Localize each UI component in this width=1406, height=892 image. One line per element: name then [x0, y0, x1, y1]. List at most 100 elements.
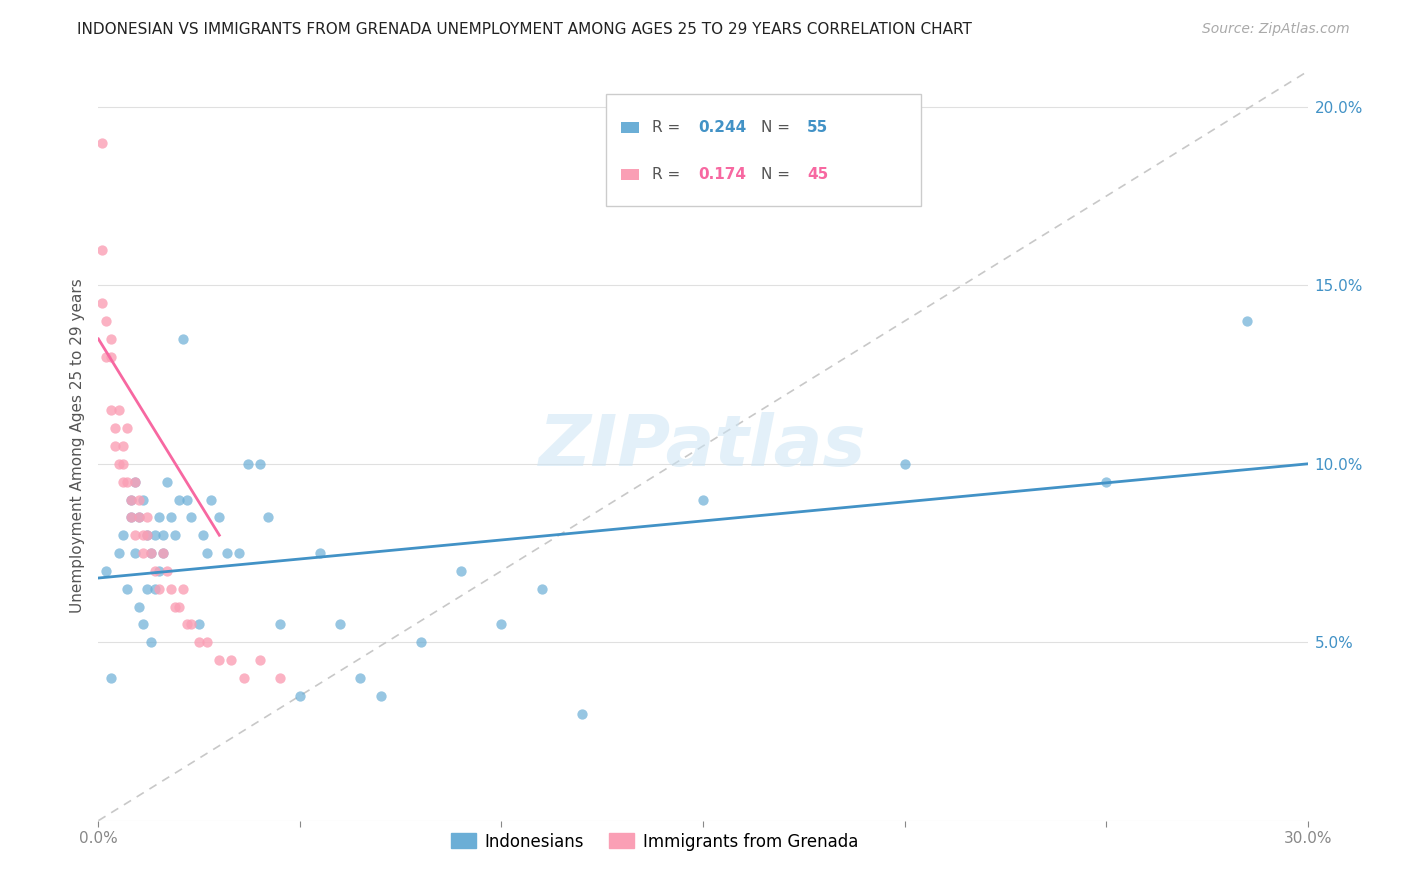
- Point: [135, 528, 157, 542]
- Text: ZIPatlas: ZIPatlas: [540, 411, 866, 481]
- Point: [128, 599, 150, 614]
- Point: [143, 564, 166, 578]
- Point: [269, 617, 291, 632]
- Text: Source: ZipAtlas.com: Source: ZipAtlas.com: [1202, 22, 1350, 37]
- Point: [115, 475, 138, 489]
- Point: [111, 475, 134, 489]
- Point: [128, 510, 150, 524]
- Point: [132, 546, 155, 560]
- Point: [160, 582, 183, 596]
- Text: 45: 45: [807, 168, 828, 182]
- Point: [111, 439, 134, 453]
- Legend: Indonesians, Immigrants from Grenada: Indonesians, Immigrants from Grenada: [444, 826, 865, 857]
- Text: R =: R =: [652, 120, 685, 135]
- Point: [530, 582, 553, 596]
- Point: [139, 546, 162, 560]
- Point: [96, 314, 118, 328]
- Point: [107, 546, 129, 560]
- Y-axis label: Unemployment Among Ages 25 to 29 years: Unemployment Among Ages 25 to 29 years: [69, 278, 84, 614]
- Point: [111, 457, 134, 471]
- Point: [120, 492, 142, 507]
- Point: [249, 457, 271, 471]
- Point: [188, 635, 211, 649]
- Point: [167, 492, 190, 507]
- Text: R =: R =: [652, 168, 685, 182]
- Point: [249, 653, 271, 667]
- Point: [232, 671, 254, 685]
- Point: [200, 492, 222, 507]
- Point: [100, 671, 122, 685]
- Point: [120, 492, 142, 507]
- Text: N =: N =: [761, 168, 794, 182]
- Point: [148, 582, 170, 596]
- Point: [208, 653, 231, 667]
- Point: [91, 136, 114, 150]
- Point: [115, 582, 138, 596]
- Point: [135, 510, 157, 524]
- Point: [208, 510, 231, 524]
- Point: [172, 582, 194, 596]
- Point: [193, 528, 215, 542]
- Point: [329, 617, 352, 632]
- Point: [409, 635, 432, 649]
- Bar: [621, 122, 638, 133]
- Point: [139, 635, 162, 649]
- Point: [124, 546, 146, 560]
- Point: [100, 403, 122, 417]
- Point: [91, 243, 114, 257]
- Point: [176, 492, 198, 507]
- Point: [491, 617, 513, 632]
- Point: [180, 510, 202, 524]
- Point: [152, 546, 174, 560]
- Point: [132, 528, 155, 542]
- Point: [269, 671, 291, 685]
- Point: [128, 510, 150, 524]
- Point: [1095, 475, 1118, 489]
- Point: [132, 492, 155, 507]
- Point: [692, 492, 714, 507]
- Point: [180, 617, 202, 632]
- Point: [96, 350, 118, 364]
- Point: [128, 492, 150, 507]
- Point: [100, 332, 122, 346]
- Point: [156, 475, 179, 489]
- Point: [96, 564, 118, 578]
- Point: [195, 635, 218, 649]
- Point: [111, 528, 134, 542]
- Point: [893, 457, 915, 471]
- Point: [167, 599, 190, 614]
- Point: [139, 546, 162, 560]
- Bar: [606, 94, 921, 206]
- Point: [163, 528, 186, 542]
- Point: [172, 332, 194, 346]
- Point: [148, 564, 170, 578]
- Point: [115, 421, 138, 435]
- Point: [1236, 314, 1258, 328]
- Point: [152, 546, 174, 560]
- Point: [135, 582, 157, 596]
- Point: [124, 475, 146, 489]
- Point: [571, 706, 593, 721]
- Point: [163, 599, 186, 614]
- Point: [221, 653, 243, 667]
- Point: [195, 546, 218, 560]
- Point: [100, 350, 122, 364]
- Point: [124, 475, 146, 489]
- Point: [309, 546, 332, 560]
- Point: [103, 439, 125, 453]
- Point: [160, 510, 183, 524]
- Point: [288, 689, 311, 703]
- Text: 0.174: 0.174: [699, 168, 747, 182]
- Point: [135, 528, 157, 542]
- Point: [217, 546, 239, 560]
- Point: [107, 403, 129, 417]
- Point: [143, 582, 166, 596]
- Point: [103, 421, 125, 435]
- Bar: [621, 169, 638, 180]
- Point: [152, 528, 174, 542]
- Point: [120, 510, 142, 524]
- Point: [148, 510, 170, 524]
- Text: INDONESIAN VS IMMIGRANTS FROM GRENADA UNEMPLOYMENT AMONG AGES 25 TO 29 YEARS COR: INDONESIAN VS IMMIGRANTS FROM GRENADA UN…: [77, 22, 972, 37]
- Point: [132, 617, 155, 632]
- Point: [156, 564, 179, 578]
